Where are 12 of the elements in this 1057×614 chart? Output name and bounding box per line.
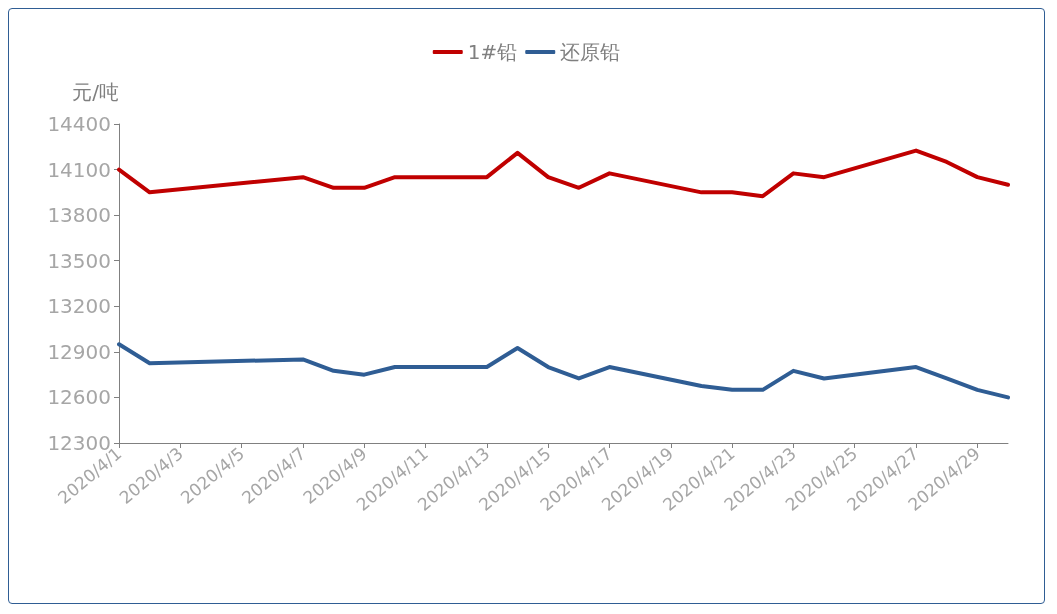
y-tick-label: 13800	[47, 203, 111, 228]
y-tick-label: 12600	[47, 385, 111, 410]
line-series	[117, 342, 1010, 400]
legend-label: 还原铅	[560, 40, 621, 64]
y-tick-label: 13500	[47, 248, 111, 273]
y-tick-label: 12900	[47, 339, 111, 364]
line-series	[117, 148, 1010, 199]
y-axis-title: 元/吨	[72, 80, 119, 104]
legend-label: 1#铅	[467, 40, 518, 64]
y-tick-label: 13200	[47, 294, 111, 319]
y-tick-label: 14400	[47, 112, 111, 136]
y-tick-label: 14100	[47, 157, 111, 182]
